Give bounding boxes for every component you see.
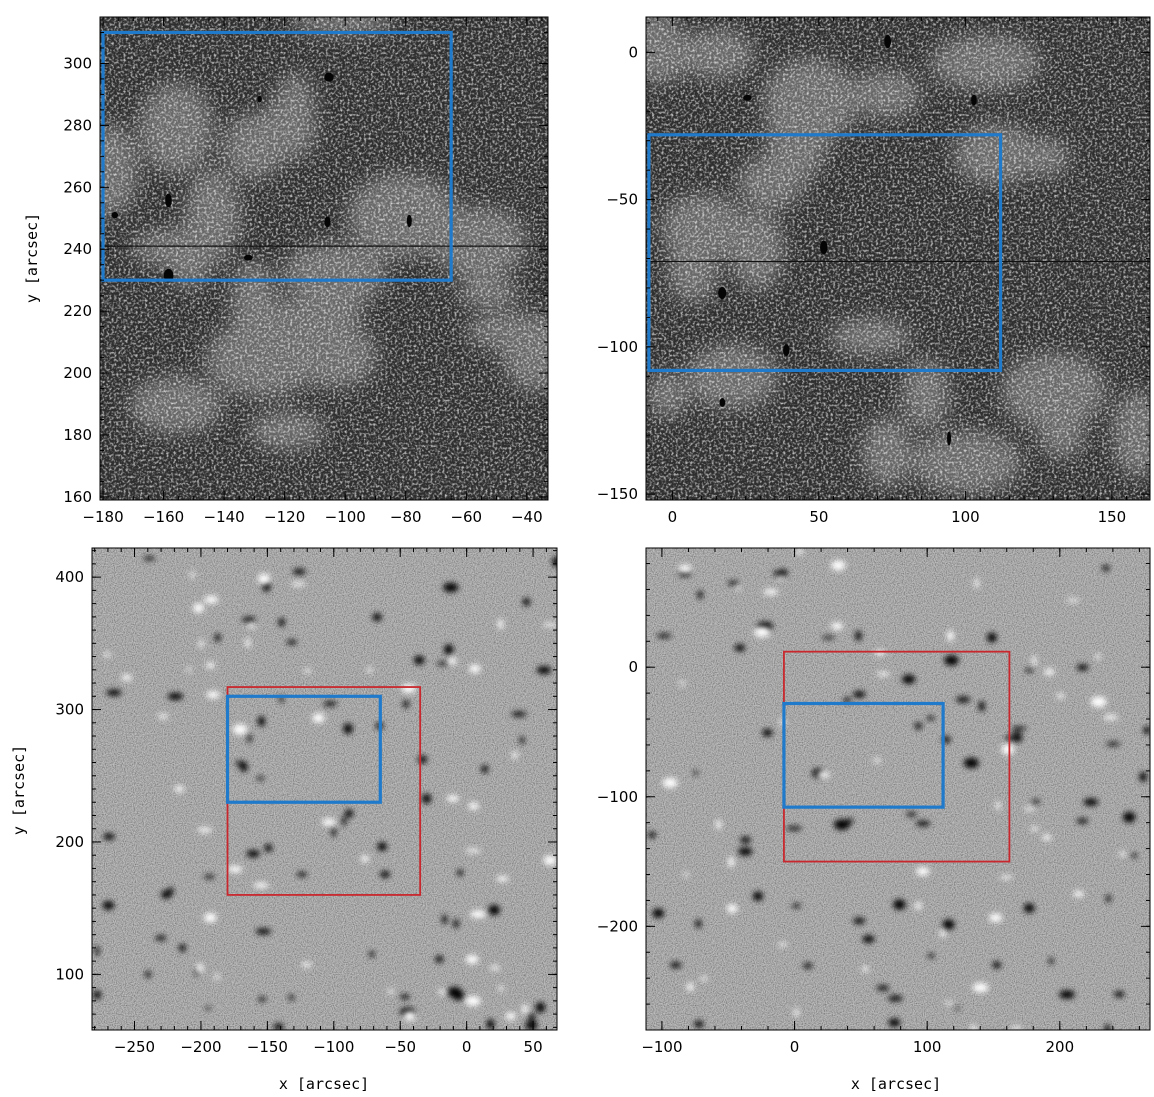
x-axis-title-bottom-right: x [arcsec] — [851, 1075, 941, 1093]
panel-image — [100, 17, 548, 500]
y-tick-label: −100 — [597, 788, 638, 806]
x-tick-label: −80 — [390, 508, 422, 526]
x-tick-label: −160 — [143, 508, 184, 526]
x-tick-label: 150 — [1098, 508, 1127, 526]
y-axis-title-bottom-left: y [arcsec] — [10, 745, 28, 835]
y-tick-label: 200 — [63, 364, 92, 382]
x-tick-label: 100 — [913, 1038, 942, 1056]
ticks — [646, 17, 1150, 500]
y-tick-label: −150 — [597, 485, 638, 503]
y-tick-label: 280 — [63, 116, 92, 134]
x-tick-label: −40 — [511, 508, 543, 526]
x-tick-label: −200 — [180, 1038, 221, 1056]
x-tick-label: 0 — [790, 1038, 800, 1056]
x-tick-label: −100 — [325, 508, 366, 526]
y-tick-label: 300 — [63, 54, 92, 72]
y-tick-label: 220 — [63, 302, 92, 320]
y-tick-label: 0 — [628, 658, 638, 676]
blue-region-box — [225, 694, 382, 804]
x-tick-label: −50 — [384, 1038, 416, 1056]
y-tick-label: 180 — [63, 426, 92, 444]
y-tick-label: 400 — [55, 568, 84, 586]
y-tick-label: −200 — [597, 917, 638, 935]
x-tick-label: 0 — [668, 508, 678, 526]
blue-region-box — [782, 701, 945, 809]
x-tick-label: −100 — [313, 1038, 354, 1056]
panel-image — [646, 548, 1150, 1030]
x-tick-label: −140 — [204, 508, 245, 526]
x-axis-title-bottom-left: x [arcsec] — [279, 1075, 369, 1093]
panel-bottom-right: −100 0 100 200 −200 −100 0 — [597, 547, 1151, 1056]
y-tick-label: −100 — [597, 338, 638, 356]
y-tick-label: −50 — [606, 191, 638, 209]
panel-image — [646, 17, 1150, 500]
x-tick-label: −180 — [82, 508, 123, 526]
x-tick-label: −120 — [264, 508, 305, 526]
y-tick-label: 260 — [63, 178, 92, 196]
y-tick-label: 200 — [55, 833, 84, 851]
y-tick-label: 300 — [55, 701, 84, 719]
panel-top-left: −180 −160 −140 −120 −100 −80 −60 −40 160 180 200 22… — [63, 16, 549, 526]
y-tick-label: 0 — [628, 43, 638, 61]
y-axis-title-top-left: y [arcsec] — [23, 213, 41, 303]
y-tick-label: 240 — [63, 240, 92, 258]
panel-frame — [645, 547, 1151, 1031]
x-tick-label: −150 — [247, 1038, 288, 1056]
blue-region-box — [647, 133, 1003, 373]
panel-frame — [99, 16, 549, 501]
x-tick-label: 0 — [462, 1038, 472, 1056]
panel-image — [92, 548, 557, 1030]
ticks — [646, 548, 1150, 1031]
x-tick-label: 50 — [809, 508, 828, 526]
x-tick-label: 50 — [524, 1038, 543, 1056]
ticks — [100, 16, 548, 500]
x-tick-label: −250 — [114, 1038, 155, 1056]
y-tick-label: 100 — [55, 965, 84, 983]
y-tick-label: 160 — [63, 488, 92, 506]
panel-top-right: 0 50 100 150 −150 −100 −50 0 — [597, 16, 1151, 526]
x-tick-label: −60 — [450, 508, 482, 526]
x-tick-label: 100 — [951, 508, 980, 526]
x-tick-label: 200 — [1045, 1038, 1074, 1056]
ticks — [92, 548, 557, 1030]
x-tick-label: −100 — [641, 1038, 682, 1056]
panel-bottom-left: −250 −200 −150 −100 −50 0 50 100 200 300 400 — [55, 547, 558, 1056]
